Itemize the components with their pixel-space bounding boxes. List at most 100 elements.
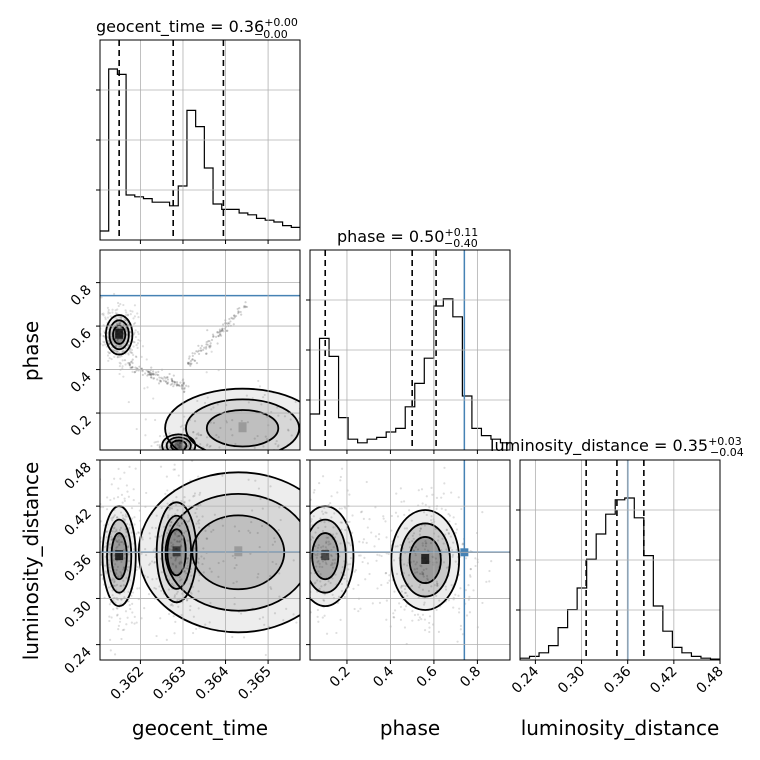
sample-point xyxy=(158,445,162,448)
sample-point xyxy=(103,330,106,333)
sample-point xyxy=(205,537,208,540)
sample-point xyxy=(114,584,117,587)
sample-point xyxy=(172,385,175,388)
sample-point xyxy=(426,574,429,578)
sample-point xyxy=(225,421,228,424)
sample-point xyxy=(110,337,113,340)
sample-point xyxy=(124,528,127,531)
sample-point xyxy=(108,342,111,346)
sample-point xyxy=(118,528,122,532)
sample-point xyxy=(399,487,402,490)
sample-point xyxy=(117,467,120,470)
sample-point xyxy=(200,344,203,347)
sample-point xyxy=(435,582,439,585)
sample-point xyxy=(153,586,156,590)
sample-point xyxy=(403,608,406,611)
sample-point xyxy=(321,565,324,569)
sample-point xyxy=(306,520,308,522)
sample-point xyxy=(411,540,414,543)
sample-point xyxy=(189,605,192,608)
sample-point xyxy=(239,612,243,615)
sample-point xyxy=(144,418,147,421)
sample-point xyxy=(365,541,368,544)
sample-point xyxy=(117,304,120,308)
x-tick-label: 0.6 xyxy=(414,663,441,690)
sample-point xyxy=(376,553,379,556)
sample-point xyxy=(112,515,115,518)
sample-point xyxy=(118,620,122,623)
sample-point xyxy=(216,331,219,334)
sample-point xyxy=(222,330,225,333)
sample-point xyxy=(314,531,317,534)
sample-point xyxy=(360,510,364,513)
sample-point xyxy=(199,443,202,446)
sample-point xyxy=(116,545,119,548)
sample-point xyxy=(122,349,125,353)
sample-point xyxy=(278,506,281,509)
sample-point xyxy=(327,536,330,539)
sample-point xyxy=(348,542,351,545)
sample-point xyxy=(121,351,124,354)
sample-point xyxy=(131,310,134,313)
sample-point xyxy=(374,506,377,509)
sample-point xyxy=(364,578,367,581)
sample-point xyxy=(331,562,334,565)
sample-point xyxy=(192,431,195,434)
sample-point xyxy=(330,549,333,552)
sample-point xyxy=(195,361,199,365)
sample-point xyxy=(321,510,324,513)
sample-point xyxy=(205,436,209,439)
sample-point xyxy=(167,612,171,616)
sample-point xyxy=(173,538,176,541)
sample-point xyxy=(264,435,267,438)
sample-point xyxy=(331,533,335,536)
sample-point xyxy=(422,603,426,606)
sample-point xyxy=(418,616,421,619)
sample-point xyxy=(171,500,175,503)
sample-point xyxy=(117,539,121,542)
sample-point xyxy=(158,435,162,438)
sample-point xyxy=(217,335,220,338)
sample-point xyxy=(445,566,449,569)
ylabel-phase: phase xyxy=(19,321,43,381)
sample-point xyxy=(172,615,175,618)
sample-point xyxy=(399,605,403,609)
sample-point xyxy=(125,484,128,487)
sample-point xyxy=(278,595,281,598)
sample-point xyxy=(440,496,443,499)
sample-point xyxy=(101,344,105,347)
sample-point xyxy=(403,513,406,516)
sample-point xyxy=(170,452,172,454)
sample-point xyxy=(170,603,173,606)
sample-point xyxy=(198,519,201,522)
sample-point xyxy=(209,444,212,448)
sample-point xyxy=(195,433,198,436)
sample-point xyxy=(264,653,267,657)
sample-point xyxy=(124,610,128,613)
sample-point xyxy=(204,352,208,355)
sample-point xyxy=(327,543,330,546)
sample-point xyxy=(175,566,178,569)
sample-point xyxy=(425,513,428,517)
sample-point xyxy=(158,376,161,379)
sample-point xyxy=(144,434,147,437)
sample-point xyxy=(123,497,126,500)
sample-point xyxy=(120,316,123,319)
sample-point xyxy=(135,568,138,571)
sample-point xyxy=(343,595,346,599)
sample-point xyxy=(124,515,127,518)
sample-point xyxy=(222,465,224,467)
sample-point xyxy=(461,633,465,636)
sample-point xyxy=(122,628,126,631)
sample-point xyxy=(327,540,330,543)
sample-point xyxy=(130,360,134,363)
sample-point xyxy=(324,583,327,586)
sample-point xyxy=(129,313,132,316)
sample-point xyxy=(209,344,212,347)
y-tick-label: 0.2 xyxy=(68,413,95,440)
sample-point xyxy=(137,531,140,534)
sample-point xyxy=(469,575,472,578)
sample-point xyxy=(177,445,180,448)
sample-point xyxy=(324,436,326,438)
sample-point xyxy=(430,486,433,489)
